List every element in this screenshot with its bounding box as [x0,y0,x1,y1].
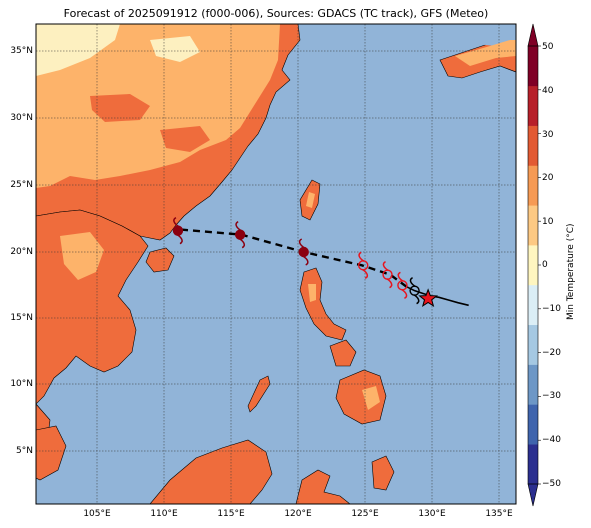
colorbar-tick-m30: −30 [542,391,561,401]
colorbar-tick-m10: −10 [542,304,561,314]
colorbar-label: Min Temperature (°C) [566,223,576,320]
past-storm-symbol [409,276,420,305]
colorbar-tick-m20: −20 [542,348,561,358]
map-title: Forecast of 2025091912 (f000-006), Sourc… [63,7,489,20]
lat-tick-30: 30°N [10,113,33,123]
forecast-track-line [177,228,408,288]
colorbar-segment [528,46,538,87]
colorbar-segment [528,165,538,206]
colorbar-bottom-extend [527,483,539,507]
lat-tick-5: 5°N [16,446,33,456]
lon-tick-120: 120°E [284,509,312,519]
colorbar-segment [528,404,538,445]
lat-tick-10: 10°N [10,379,33,389]
forecast-storm-symbol-strong [298,238,309,266]
colorbar-segment [528,245,538,286]
land-mindanao [335,369,387,425]
land-cool-region [36,24,120,76]
colorbar-segment [528,85,538,126]
colorbar-tick-m40: −40 [542,435,561,445]
land-warm-patch [90,94,150,122]
colorbar [527,23,541,507]
colorbar-segment [528,205,538,246]
colorbar-tick-20: 20 [542,173,554,183]
forecast-storm-symbol-strong [234,220,246,249]
grid-lines [36,24,516,504]
colorbar-tick-10: 10 [542,217,554,227]
land-warm-patch-2 [160,126,210,152]
map-frame [35,23,517,505]
lon-tick-135: 135°E [485,509,513,519]
land-cool-patch [150,36,200,62]
land-sulawesi [295,469,351,504]
colorbar-segment [528,125,538,166]
forecast-storm-symbol [382,260,393,289]
colorbar-tick-50: 50 [542,42,554,52]
colorbar-tick-30: 30 [542,130,554,140]
forecast-storm-symbol-strong [172,216,184,245]
lon-tick-130: 130°E [418,509,446,519]
colorbar-segment [528,324,538,365]
colorbar-segment [528,444,538,485]
lon-tick-110: 110°E [150,509,178,519]
land-visayas [329,339,357,367]
colorbar-segment [528,364,538,405]
lat-tick-25: 25°N [10,180,33,190]
lat-tick-15: 15°N [10,313,33,323]
colorbar-tick-0: 0 [542,260,548,270]
land-japan-north [470,24,516,46]
lon-tick-105: 105°E [83,509,111,519]
land-palawan [247,375,271,413]
lon-tick-125: 125°E [351,509,379,519]
colorbar-top-extend [527,23,539,47]
forecast-storm-symbol [397,271,408,300]
current-position-star [418,288,439,308]
colorbar-tick-40: 40 [542,86,554,96]
colorbar-tick-m50: −50 [542,479,561,489]
tc-track [172,216,469,308]
lat-tick-35: 35°N [10,46,33,56]
colorbar-segment [528,284,538,326]
land-hainan [145,247,175,273]
lat-tick-20: 20°N [10,247,33,257]
land-indochina-mild [60,232,104,280]
land-japan-mild [455,40,516,66]
lon-tick-115: 115°E [217,509,245,519]
forecast-storm-symbol [358,251,369,280]
land-borneo [149,439,273,504]
